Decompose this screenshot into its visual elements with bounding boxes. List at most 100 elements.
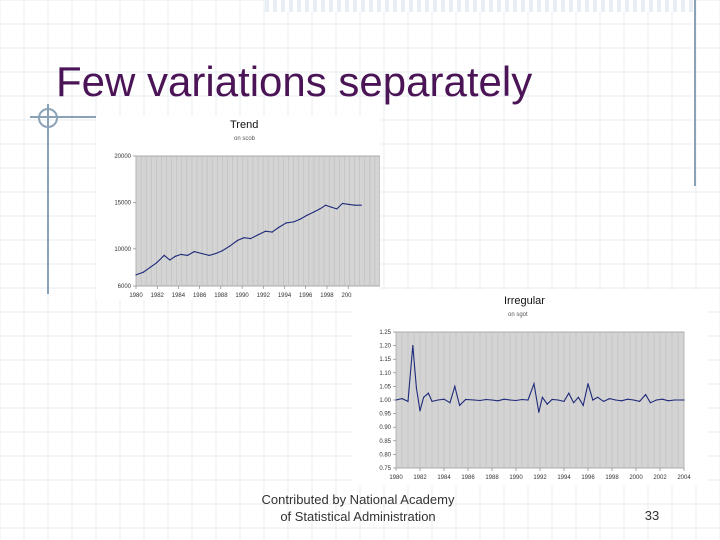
data-point <box>149 266 151 268</box>
data-point <box>249 238 252 240</box>
right-decor-line <box>694 0 696 186</box>
x-tick-label: 1986 <box>193 293 207 299</box>
data-point <box>587 383 589 385</box>
data-point <box>208 254 210 256</box>
x-tick-label: 2004 <box>677 475 691 481</box>
data-point <box>319 208 321 210</box>
y-tick-label: 6000 <box>118 284 132 290</box>
chart-title: Trend <box>230 119 258 131</box>
data-point <box>497 400 499 402</box>
data-point <box>546 403 548 405</box>
data-point <box>577 396 579 398</box>
data-point <box>264 230 267 232</box>
data-point <box>347 203 349 205</box>
data-point <box>174 255 176 257</box>
data-point <box>271 231 273 233</box>
data-point <box>538 411 540 413</box>
data-point <box>521 398 523 401</box>
data-point <box>491 399 493 401</box>
trend-chart: Trend on scob 6000 10000 15000 20000 1980 1982 1… <box>96 116 380 300</box>
x-tick-label: 1986 <box>461 475 475 481</box>
data-point <box>603 400 605 402</box>
data-point <box>551 398 553 401</box>
top-decor-bar <box>265 0 695 12</box>
data-point <box>592 399 594 401</box>
x-tick-label: 1982 <box>413 475 427 481</box>
y-tick-label: 0.95 <box>379 412 391 418</box>
data-point <box>465 398 467 401</box>
y-tick-label: 20000 <box>114 154 131 160</box>
data-point <box>515 399 517 402</box>
data-point <box>597 396 599 398</box>
data-point <box>639 400 641 402</box>
data-point <box>163 254 165 256</box>
data-point <box>187 254 189 256</box>
data-point <box>667 400 669 402</box>
y-tick-label: 0.75 <box>379 466 391 472</box>
data-point <box>533 383 535 385</box>
data-point <box>473 399 475 401</box>
data-point <box>557 399 559 401</box>
data-point <box>655 399 657 401</box>
x-tick-label: 1998 <box>605 475 619 481</box>
data-point <box>437 399 439 401</box>
data-point <box>285 222 287 224</box>
y-tick-label: 0.90 <box>379 425 391 431</box>
x-tick-label: 1990 <box>509 475 523 481</box>
x-tick-label: 1984 <box>172 293 186 299</box>
x-tick-label: 2002 <box>653 475 667 481</box>
title-underline <box>30 116 110 118</box>
y-tick-label: 0.80 <box>379 452 391 458</box>
chart-title: Irregular <box>504 295 545 307</box>
data-point <box>415 387 417 389</box>
data-point <box>229 245 231 247</box>
y-tick-label: 1.10 <box>379 371 391 377</box>
x-tick-label: 1980 <box>129 293 143 299</box>
data-point <box>509 399 511 401</box>
data-point <box>330 206 332 208</box>
chart-subtitle: on sgot <box>508 312 528 318</box>
page-number: 33 <box>644 508 660 523</box>
slide-title: Few variations separately <box>56 58 533 105</box>
y-tick-label: 10000 <box>114 247 131 253</box>
chart-subtitle: on scob <box>234 136 256 142</box>
data-point <box>306 214 308 216</box>
data-point <box>661 398 663 400</box>
left-decor-line <box>47 104 49 294</box>
data-point <box>395 399 397 401</box>
data-point <box>401 398 403 400</box>
y-tick-label: 1.00 <box>379 398 391 404</box>
data-point <box>673 399 675 401</box>
data-point <box>169 259 171 261</box>
data-point <box>135 274 137 276</box>
footer-line-1: Contributed by National Academy <box>261 492 455 507</box>
x-tick-label: 1992 <box>257 293 271 299</box>
x-tick-label: 1994 <box>557 475 571 481</box>
x-tick-label: 1998 <box>320 293 334 299</box>
footer-credit: Contributed by National Academy of Stati… <box>226 491 490 525</box>
x-tick-label: 2000 <box>629 475 643 481</box>
y-tick-label: 1.15 <box>379 357 391 363</box>
data-point <box>313 211 315 213</box>
data-point <box>633 399 635 401</box>
data-point <box>459 404 461 406</box>
data-point <box>236 239 238 242</box>
data-point <box>156 262 158 264</box>
data-point <box>341 202 344 204</box>
x-tick-label: 1992 <box>533 475 547 481</box>
data-point <box>683 399 685 401</box>
data-point <box>582 404 584 406</box>
data-point <box>354 204 356 206</box>
data-point <box>541 396 543 398</box>
data-point <box>479 399 481 402</box>
data-point <box>527 399 529 401</box>
data-point <box>407 400 409 402</box>
y-tick-label: 1.20 <box>379 344 391 350</box>
data-point <box>180 253 182 255</box>
x-tick-label: 1994 <box>278 293 292 299</box>
y-tick-label: 1.05 <box>379 384 391 390</box>
x-tick-label: 1996 <box>299 293 313 299</box>
data-point <box>627 398 629 400</box>
data-point <box>431 400 433 402</box>
y-tick-label: 0.85 <box>379 439 391 445</box>
